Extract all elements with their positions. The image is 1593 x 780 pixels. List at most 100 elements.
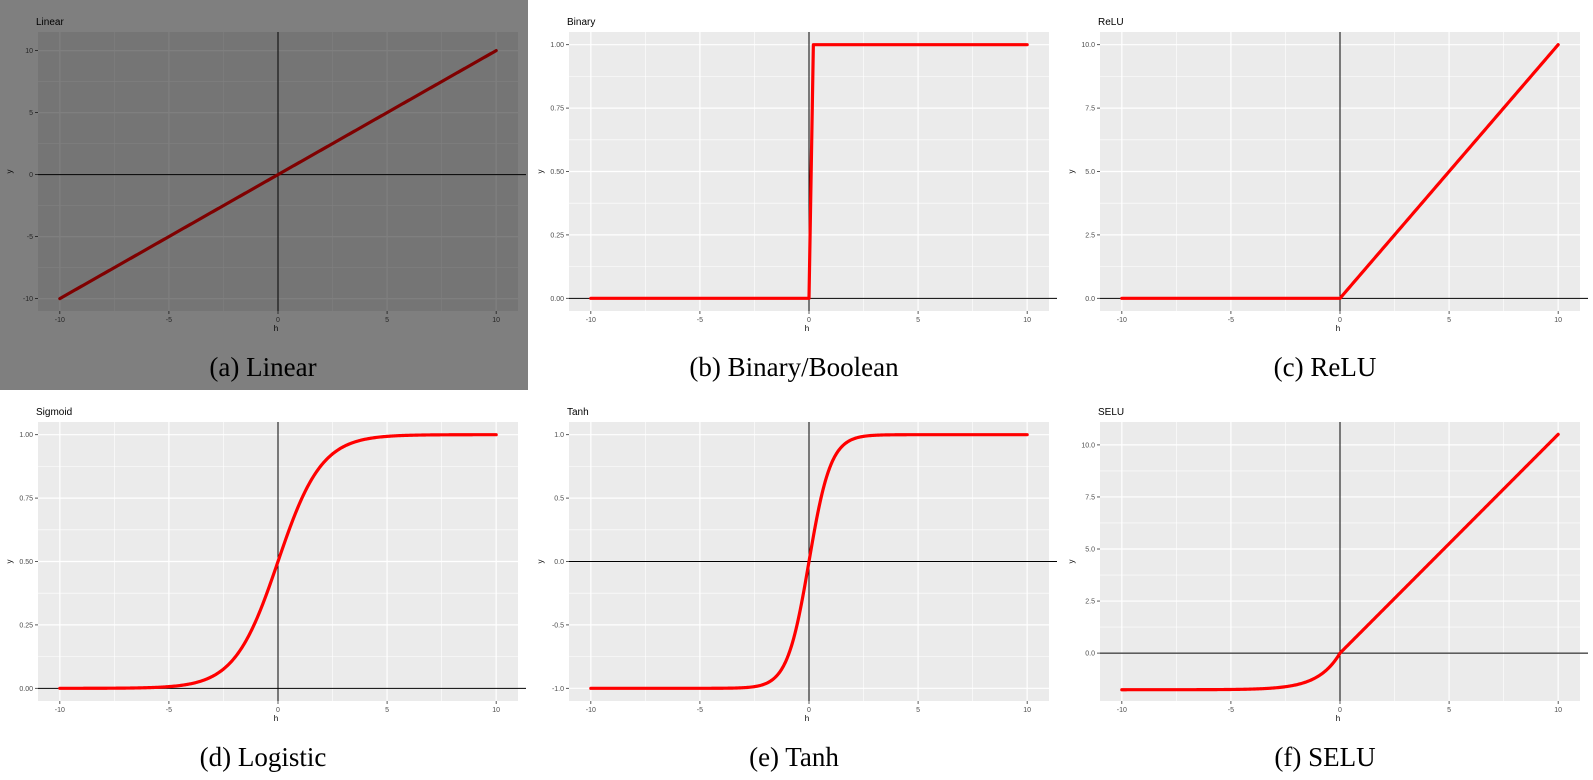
y-tick-label: 5.0 [1085, 547, 1095, 554]
y-axis-label: y [1067, 560, 1076, 564]
x-tick-label: -5 [1228, 317, 1234, 324]
y-tick-label: 1.00 [19, 432, 33, 439]
y-tick-label: 1.0 [554, 432, 564, 439]
x-tick-label: 0 [1338, 707, 1342, 714]
y-tick-label: 0.75 [19, 496, 33, 503]
y-tick-label: 0 [29, 172, 33, 179]
y-tick-label: 0.25 [19, 622, 33, 629]
y-axis-label: y [5, 560, 14, 564]
x-tick-label: -10 [1117, 317, 1127, 324]
chart-title: SELU [1098, 407, 1124, 418]
y-axis-label: y [1067, 170, 1076, 174]
chart-panel-relu: -10 -5 0 5 10 0.0 2.5 5.0 7.5 10.0 ReLU h y (c) ReLU [1062, 0, 1590, 390]
series-line-relu [1120, 43, 1560, 300]
x-tick-label: -10 [586, 707, 596, 714]
chart-panel-linear: -10 -5 0 5 10 -10 -5 0 5 10 Linear h y (a) Linear [0, 0, 528, 390]
x-tick-label: -5 [1228, 707, 1234, 714]
y-axis-label: y [5, 170, 14, 174]
chart-panel-selu: -10 -5 0 5 10 0.0 2.5 5.0 7.5 10.0 SELU h y (f) SELU [1062, 390, 1590, 780]
y-tick-label: 0.00 [550, 296, 564, 303]
y-tick-label: -5 [27, 234, 33, 241]
x-tick-label: 5 [916, 707, 920, 714]
x-tick-label: 10 [1554, 317, 1562, 324]
y-tick-label: 0.5 [554, 496, 564, 503]
x-tick-label: 5 [385, 317, 389, 324]
x-axis-label: h [274, 714, 278, 723]
x-tick-label: 5 [1447, 707, 1451, 714]
x-tick-label: 5 [1447, 317, 1451, 324]
chart-svg-sigmoid: -10 -5 0 5 10 0.00 0.25 0.50 0.75 1.00 Sigmoid h y (d… [5, 407, 526, 772]
x-tick-label: 0 [807, 707, 811, 714]
x-tick-label: 10 [492, 317, 500, 324]
x-axis-label: h [805, 714, 809, 723]
series-line-selu [1120, 432, 1560, 692]
y-tick-label: 10 [25, 48, 33, 55]
x-tick-label: 0 [1338, 317, 1342, 324]
x-tick-label: 0 [276, 707, 280, 714]
y-tick-label: 2.5 [1085, 232, 1095, 239]
subfigure-caption: (c) ReLU [1274, 352, 1377, 382]
x-tick-label: -10 [586, 317, 596, 324]
subfigure-caption: (b) Binary/Boolean [689, 352, 899, 382]
x-tick-label: 10 [1554, 707, 1562, 714]
y-tick-label: 7.5 [1085, 106, 1095, 113]
x-tick-label: 10 [492, 707, 500, 714]
chart-title: Sigmoid [36, 407, 72, 418]
x-tick-label: 5 [385, 707, 389, 714]
y-tick-label: 10.0 [1081, 42, 1095, 49]
y-axis-label: y [536, 560, 545, 564]
series-line-binary [589, 43, 1029, 300]
x-tick-label: 0 [276, 317, 280, 324]
y-tick-label: 5.0 [1085, 169, 1095, 176]
x-axis-label: h [274, 324, 278, 333]
subfigure-caption: (d) Logistic [200, 742, 327, 772]
x-tick-label: -10 [55, 317, 65, 324]
y-axis-label: y [536, 170, 545, 174]
chart-title: Binary [567, 17, 595, 28]
y-tick-label: 7.5 [1085, 494, 1095, 501]
x-tick-label: -5 [166, 707, 172, 714]
x-tick-label: -5 [166, 317, 172, 324]
chart-svg-relu: -10 -5 0 5 10 0.0 2.5 5.0 7.5 10.0 ReLU h y (c) ReLU [1067, 17, 1588, 382]
y-tick-label: 0.75 [550, 106, 564, 113]
y-tick-label: 0.0 [554, 559, 564, 566]
y-tick-label: 5 [29, 110, 33, 117]
y-tick-label: 0.00 [19, 686, 33, 693]
subfigure-caption: (e) Tanh [749, 742, 839, 772]
x-tick-label: -5 [697, 317, 703, 324]
y-tick-label: -1.0 [552, 686, 564, 693]
y-tick-label: 0.0 [1085, 651, 1095, 658]
chart-title: ReLU [1098, 17, 1124, 28]
chart-svg-selu: -10 -5 0 5 10 0.0 2.5 5.0 7.5 10.0 SELU h y (f) SELU [1067, 407, 1588, 772]
x-tick-label: 0 [807, 317, 811, 324]
chart-panel-sigmoid: -10 -5 0 5 10 0.00 0.25 0.50 0.75 1.00 Sigmoid h y (d… [0, 390, 528, 780]
y-tick-label: 10.0 [1081, 442, 1095, 449]
x-tick-label: -5 [697, 707, 703, 714]
chart-title: Tanh [567, 407, 589, 418]
series-line-tanh [589, 433, 1029, 690]
subfigure-caption: (a) Linear [209, 352, 316, 382]
y-tick-label: -10 [23, 296, 33, 303]
series-line-sigmoid [58, 433, 498, 690]
x-tick-label: 5 [916, 317, 920, 324]
y-tick-label: 2.5 [1085, 599, 1095, 606]
x-axis-label: h [1336, 324, 1340, 333]
y-tick-label: 1.00 [550, 42, 564, 49]
x-axis-label: h [1336, 714, 1340, 723]
y-tick-label: 0.0 [1085, 296, 1095, 303]
x-tick-label: 10 [1023, 317, 1031, 324]
y-tick-label: -0.5 [552, 622, 564, 629]
chart-panel-binary: -10 -5 0 5 10 0.00 0.25 0.50 0.75 1.00 Binary h y (b)… [531, 0, 1059, 390]
y-tick-label: 0.50 [550, 169, 564, 176]
chart-panel-tanh: -10 -5 0 5 10 -1.0 -0.5 0.0 0.5 1.0 Tanh h y (e) Tanh [531, 390, 1059, 780]
x-tick-label: 10 [1023, 707, 1031, 714]
x-tick-label: -10 [55, 707, 65, 714]
chart-svg-linear: -10 -5 0 5 10 -10 -5 0 5 10 Linear h y (a) Linear [5, 17, 526, 382]
chart-svg-binary: -10 -5 0 5 10 0.00 0.25 0.50 0.75 1.00 Binary h y (b)… [536, 17, 1057, 382]
y-tick-label: 0.50 [19, 559, 33, 566]
chart-title: Linear [36, 17, 64, 28]
x-axis-label: h [805, 324, 809, 333]
subfigure-caption: (f) SELU [1274, 742, 1375, 772]
y-tick-label: 0.25 [550, 232, 564, 239]
chart-svg-tanh: -10 -5 0 5 10 -1.0 -0.5 0.0 0.5 1.0 Tanh h y (e) Tanh [536, 407, 1057, 772]
